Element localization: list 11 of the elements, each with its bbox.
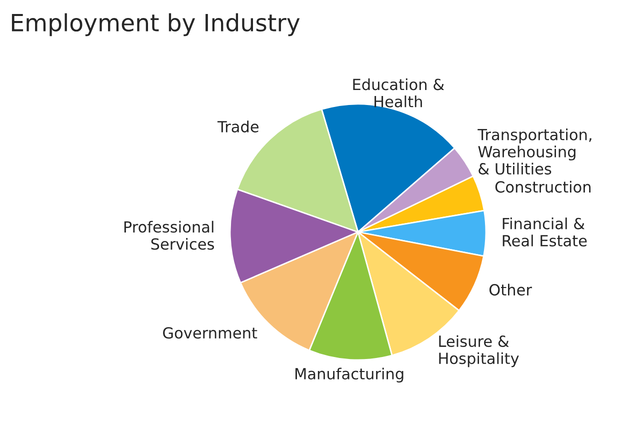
slice-label: Government	[163, 327, 258, 339]
slice-label: Transportation, Warehousing & Utilities	[478, 128, 592, 175]
chart-title: Employment by Industry	[12, 13, 300, 36]
slice-label: Financial & Real Estate	[502, 218, 587, 246]
slice-label: Leisure & Hospitality	[439, 335, 519, 368]
slice-label: Construction	[495, 180, 591, 193]
slice-label: Education & Health	[353, 78, 444, 108]
slice-label: Trade	[217, 120, 259, 132]
slice-label: Manufacturing	[295, 368, 404, 382]
slice-label: Professional Services	[124, 220, 214, 250]
slice-label: Other	[489, 284, 532, 296]
